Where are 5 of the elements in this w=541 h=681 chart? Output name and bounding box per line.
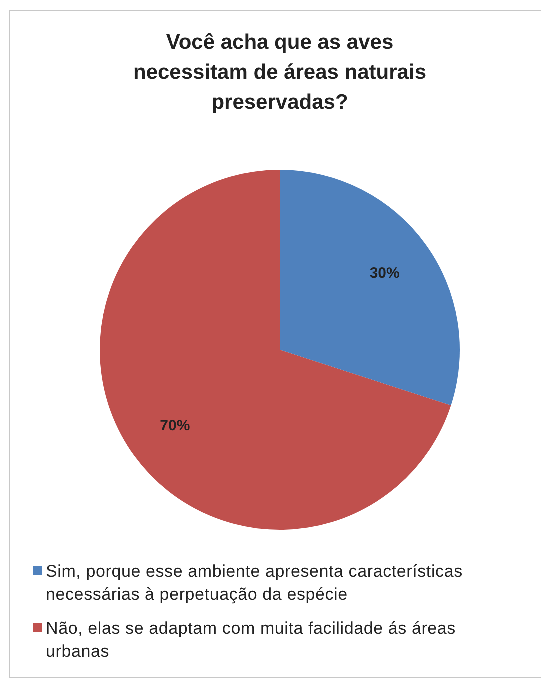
- legend-label: Sim, porque esse ambiente apresenta características necessárias à perpetuação da espécie: [46, 561, 464, 606]
- data-label: 70%: [160, 417, 190, 434]
- data-label: 30%: [370, 264, 400, 282]
- legend-label: Não, elas se adaptam com muita facilidade ás áreas urbanas: [46, 618, 457, 663]
- chart-title: Você acha que as aves necessitam de áreas naturais preservadas?: [132, 30, 428, 116]
